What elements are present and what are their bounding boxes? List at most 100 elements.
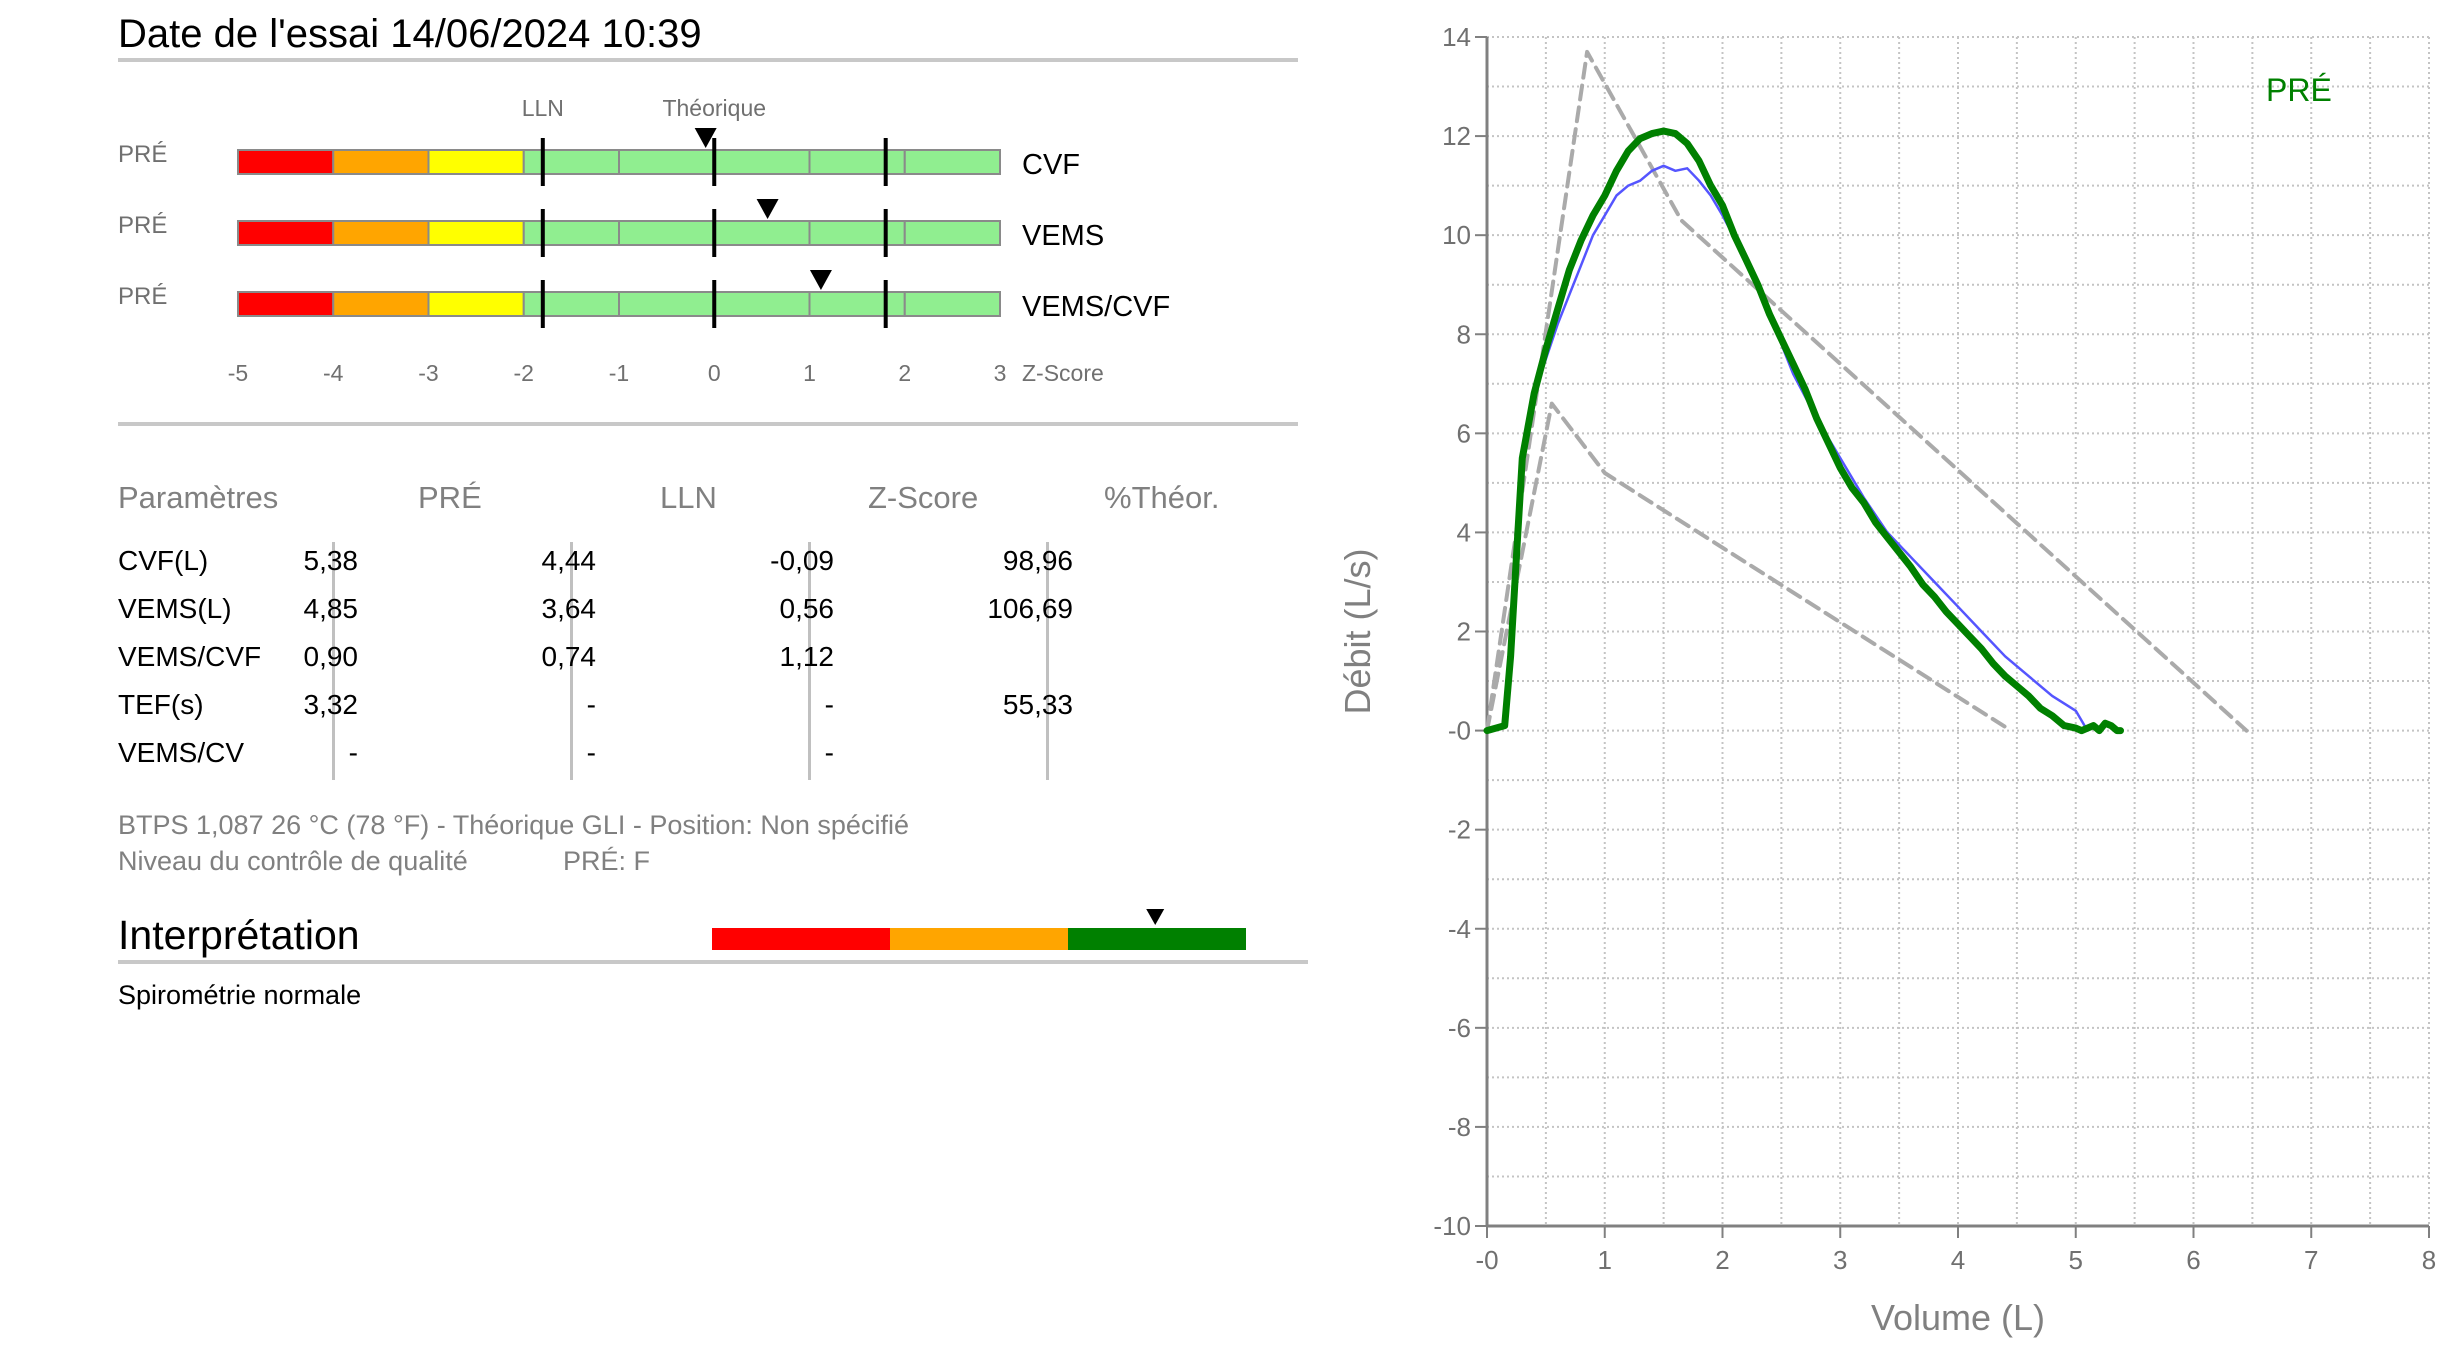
zscore-divider [118,422,1298,426]
y-tick-label: -2 [1448,815,1471,845]
row-tef-lln: - [586,689,596,720]
zscore-row-prefix: PRÉ [118,212,167,239]
row-vems-name: VEMS(L) [118,593,232,624]
zscore-row-prefix: PRÉ [118,283,167,310]
btps-footnote: BTPS 1,087 26 °C (78 °F) - Théorique GLI… [118,810,909,840]
header-pre: PRÉ [418,480,482,515]
zscore-zone-segment [427,220,525,246]
x-tick-label: 2 [1715,1245,1729,1275]
zscore-tick-label: 1 [803,360,816,386]
x-tick-label: 7 [2304,1245,2318,1275]
row-vems-cvf-zscore: 1,12 [779,641,835,672]
row-vems-cvf-pre: 0,90 [303,641,359,672]
row-cvf-theor: 98,96 [1002,545,1073,576]
x-axis-label: Volume (L) [1871,1297,2045,1338]
zscore-zone-segment [427,149,525,175]
row-vems-cv-lln: - [586,737,596,768]
zscore-zone-segment [903,149,1001,175]
theoretical-label: Théorique [662,95,766,121]
y-tick-label: 8 [1457,319,1471,349]
zscore-tick-label: 3 [994,360,1007,386]
row-vems-cvf-lln: 0,74 [541,641,597,672]
severity-segment [712,928,890,950]
predicted-envelope-line [1485,49,2249,733]
interpretation-title: Interprétation [118,912,360,958]
x-tick-label: 8 [2422,1245,2436,1275]
row-tef-name: TEF(s) [118,689,204,720]
header-lln: LLN [660,480,717,515]
y-tick-label: -6 [1448,1013,1471,1043]
y-axis-label: Débit (L/s) [1337,548,1378,714]
x-tick-label: 3 [1833,1245,1847,1275]
zscore-zone-segment [618,149,716,175]
zscore-tick-label: -5 [228,360,248,386]
row-cvf-zscore: -0,09 [770,545,834,576]
y-tick-label: 2 [1457,617,1471,647]
zscore-marker [694,128,717,148]
zscore-zone-segment [713,291,811,317]
y-tick-label: -4 [1448,914,1471,944]
zscore-zone-segment [237,291,335,317]
column-separator [332,542,335,780]
column-separator [1046,542,1049,780]
x-tick-label: 5 [2069,1245,2083,1275]
zscore-zone-segment [808,149,906,175]
severity-segment [1068,928,1246,950]
header-theor: %Théor. [1104,480,1220,515]
zscore-zone-segment [903,291,1001,317]
zscore-panel: LLN Théorique PRÉ CVF PRÉ VEMS PRÉ VEMS/CVF -5 -4… [118,95,1170,386]
x-tick-label: 6 [2186,1245,2200,1275]
zscore-zone-segment [427,291,525,317]
zscore-tick-label: -2 [514,360,534,386]
zscore-zone-segment [332,220,430,246]
zscore-row-name: CVF [1022,149,1080,181]
zscore-tick-label: -1 [609,360,629,386]
row-cvf-pre: 5,38 [303,545,359,576]
x-tick-label: -0 [1475,1245,1498,1275]
severity-marker [1146,909,1165,925]
zscore-zone-segment [903,220,1001,246]
report-title: Date de l'essai 14/06/2024 10:39 [118,12,702,56]
zscore-tick-label: 0 [708,360,721,386]
title-divider [118,58,1298,62]
row-cvf-name: CVF(L) [118,545,209,576]
x-tick-label: 1 [1598,1245,1612,1275]
zscore-zone-segment [237,220,335,246]
zscore-zone-segment [332,291,430,317]
y-tick-label: 12 [1442,121,1471,151]
zscore-zone-segment [713,220,811,246]
row-vems-zscore: 0,56 [779,593,835,624]
zscore-marker [756,199,779,219]
zscore-tick-label: -4 [323,360,344,386]
header-parameters: Paramètres [118,480,279,515]
interpretation-divider [118,960,1308,964]
zscore-zone-segment [237,149,335,175]
zscore-marker [809,270,832,290]
y-tick-label: -8 [1448,1112,1471,1142]
series-pre-line [1483,127,2124,735]
row-vems-lln: 3,64 [541,593,597,624]
x-tick-label: 4 [1951,1245,1965,1275]
interpretation-severity-bar [712,909,1246,950]
quality-control-label: Niveau du contrôle de qualité [118,846,468,876]
y-tick-label: -0 [1448,716,1471,746]
y-tick-label: 4 [1457,517,1471,547]
zscore-zone-segment [808,220,906,246]
column-separator [808,542,811,780]
zscore-row-name: VEMS [1022,220,1104,252]
zscore-tick-label: 2 [898,360,911,386]
y-tick-label: -10 [1433,1211,1471,1241]
row-vems-cvf-name: VEMS/CVF [118,641,262,672]
row-vems-cv-pre: - [348,737,358,768]
zscore-zone-segment [522,291,620,317]
zscore-zone-segment [808,291,906,317]
row-tef-zscore: - [824,689,834,720]
row-cvf-lln: 4,44 [541,545,597,576]
zscore-row-prefix: PRÉ [118,141,167,168]
row-vems-pre: 4,85 [303,593,359,624]
zscore-zone-segment [713,149,811,175]
zscore-zone-segment [618,220,716,246]
secondary-trial-line [1485,164,2089,732]
row-tef-theor: 55,33 [1002,689,1073,720]
